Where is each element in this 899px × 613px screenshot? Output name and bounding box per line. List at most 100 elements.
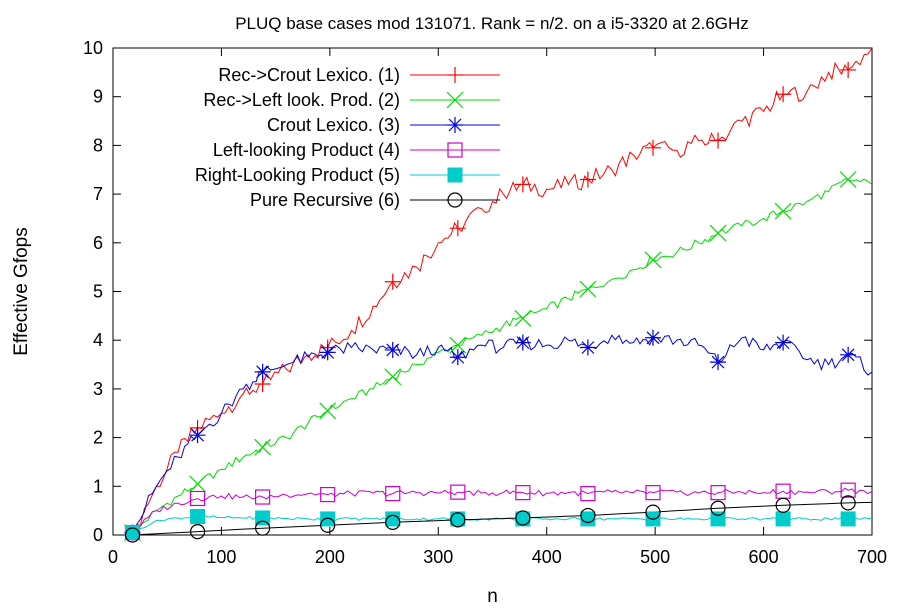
data-point-series-4 [320,486,336,503]
x-tick-label: 500 [640,547,670,567]
legend: Rec->Crout Lexico. (1) Rec->Left look. Pr… [195,65,500,210]
data-point-series-4 [385,486,401,502]
y-tick-label: 0 [93,525,103,545]
legend-label-5: Right-Looking Product (5) [195,165,400,185]
y-tick-label: 9 [93,87,103,107]
x-axis-title: n [487,586,498,607]
legend-label-3: Crout Lexico. (3) [267,115,400,135]
data-point-series-3 [189,427,206,444]
series-line-2 [132,178,873,533]
x-tick-label: 300 [423,547,453,567]
data-point-series-2 [579,280,597,298]
data-point-series-4 [255,489,271,505]
data-point-series-6 [450,512,466,528]
legend-label-2: Rec->Left look. Prod. (2) [203,90,400,110]
data-point-series-3 [840,346,857,363]
data-point-series-6 [124,527,141,543]
legend-label-4: Left-looking Product (4) [213,140,400,160]
data-point-series-6 [515,510,531,526]
data-point-series-5 [450,511,466,527]
data-point-series-1 [644,139,661,156]
data-point-series-2 [189,475,206,493]
data-point-series-5 [515,511,531,527]
data-point-series-4 [580,486,596,502]
data-point-series-4 [645,485,661,501]
legend-marker-1 [447,67,463,83]
data-point-series-1 [710,132,727,149]
x-tick-label: 0 [108,547,118,567]
data-point-series-2 [774,202,792,220]
data-point-series-1 [840,61,857,78]
y-tick-label: 1 [93,476,103,496]
x-tick-label: 200 [315,547,345,567]
y-tick-label: 5 [93,282,103,302]
data-point-series-6 [580,507,596,524]
x-tick-label: 400 [532,547,562,567]
data-point-series-5 [710,511,726,527]
data-point-series-1 [514,176,531,193]
data-point-series-4 [515,485,531,501]
data-point-series-6 [385,514,401,530]
y-tick-label: 7 [93,184,103,204]
data-point-series-1 [579,171,596,188]
data-point-series-3 [449,349,466,366]
data-point-series-2 [319,402,337,420]
data-point-series-2 [709,224,727,242]
data-point-series-5 [190,508,206,524]
legend-label-1: Rec->Crout Lexico. (1) [218,65,400,85]
x-tick-label: 700 [857,547,887,567]
data-point-series-5 [775,511,791,527]
y-tick-label: 3 [93,379,103,399]
data-point-series-2 [254,438,272,456]
data-point-series-4 [450,484,466,500]
data-point-series-6 [320,517,336,533]
data-point-series-3 [710,354,727,371]
plot-frame [112,47,873,536]
data-point-series-2 [839,171,857,188]
y-tick-label: 6 [93,233,103,253]
series-lines [132,47,873,536]
data-point-series-6 [840,495,856,511]
x-tick-label: 100 [206,547,236,567]
x-tick-label: 600 [749,547,779,567]
legend-marker-6 [447,192,463,208]
data-point-series-2 [449,336,467,354]
data-point-series-3 [579,339,596,356]
data-point-series-4 [840,482,856,498]
legend-label-6: Pure Recursive (6) [250,190,400,210]
data-point-series-1 [775,86,792,103]
data-point-series-2 [514,309,532,327]
legend-marker-2 [446,91,464,109]
series-line-3 [132,334,873,533]
axis-ticks: 0 100 200 300 400 500 600 700 0 1 2 3 4 5 6 7 8 9 10 [83,38,887,567]
y-tick-label: 4 [93,330,103,350]
data-point-series-6 [255,520,271,536]
data-point-series-6 [710,500,726,516]
legend-marker-5 [447,167,463,183]
data-point-series-3 [514,334,531,351]
data-point-series-3 [775,334,792,351]
data-point-series-5 [320,511,336,527]
data-point-series-3 [254,363,271,380]
y-tick-label: 10 [83,38,103,58]
series-line-1 [132,47,873,533]
series-line-4 [132,487,873,533]
data-point-series-3 [319,344,336,361]
series-markers [124,61,857,543]
y-axis-title: Effective Gfops [11,227,32,356]
y-tick-label: 2 [93,428,103,448]
y-tick-label: 8 [93,135,103,155]
series-line-5 [132,514,873,534]
data-point-series-5 [385,511,401,527]
data-point-series-2 [384,368,402,386]
legend-marker-3 [447,117,463,133]
series-line-6 [132,501,873,536]
data-point-series-6 [645,504,661,520]
data-point-series-6 [775,497,791,513]
data-point-series-6 [189,523,206,540]
data-point-series-4 [710,485,726,501]
data-point-series-4 [189,490,206,507]
chart-title: PLUQ base cases mod 131071. Rank = n/2. … [235,14,749,33]
legend-marker-4 [447,142,463,158]
data-point-series-1 [449,220,466,237]
